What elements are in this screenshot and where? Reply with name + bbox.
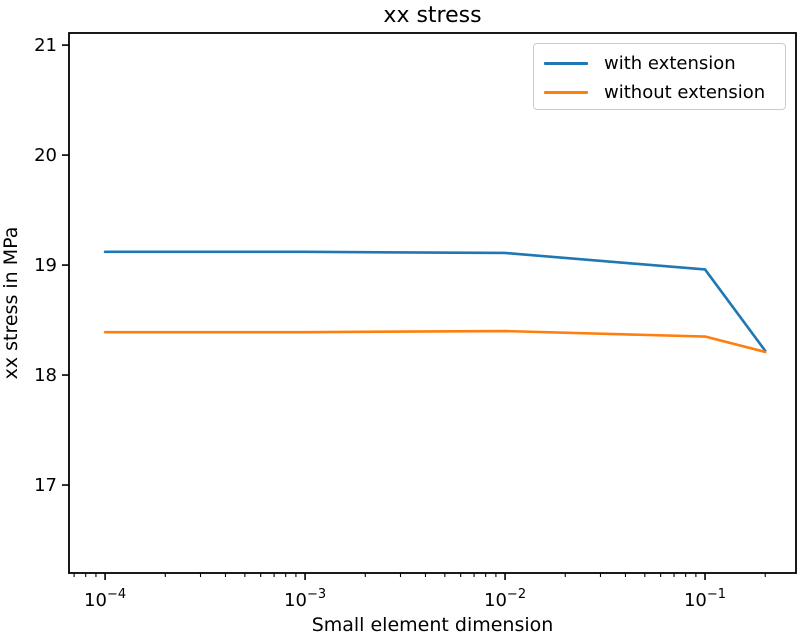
legend-label: with extension <box>604 52 736 74</box>
y-tick-label: 17 <box>34 475 57 496</box>
y-tick-label: 21 <box>34 35 57 56</box>
y-axis-ticks: 17 18 19 20 21 <box>34 35 69 496</box>
y-axis-label: xx stress in MPa <box>0 226 22 380</box>
y-tick-label: 19 <box>34 255 57 276</box>
x-axis-label: Small element dimension <box>311 614 554 636</box>
x-tick-label: 10−3 <box>284 587 326 611</box>
legend-line-swatch-orange <box>544 91 588 94</box>
chart-title: xx stress <box>383 3 482 28</box>
legend-entry-without-extension: without extension <box>544 78 785 107</box>
plot-frame <box>68 32 797 574</box>
series-line-without-extension <box>103 329 767 354</box>
y-tick-label: 20 <box>34 145 57 166</box>
x-tick-label: 10−2 <box>484 587 526 611</box>
x-axis-major-ticks: 10−4 10−3 10−2 10−1 <box>84 573 726 611</box>
legend-line-swatch-blue <box>544 62 588 65</box>
x-tick-label: 10−4 <box>84 587 126 611</box>
series-line-with-extension <box>103 250 767 353</box>
legend: with extension without extension <box>533 43 786 110</box>
legend-entry-with-extension: with extension <box>544 49 785 78</box>
y-tick-label: 18 <box>34 365 57 386</box>
x-tick-label: 10−1 <box>684 587 726 611</box>
legend-label: without extension <box>604 81 766 103</box>
